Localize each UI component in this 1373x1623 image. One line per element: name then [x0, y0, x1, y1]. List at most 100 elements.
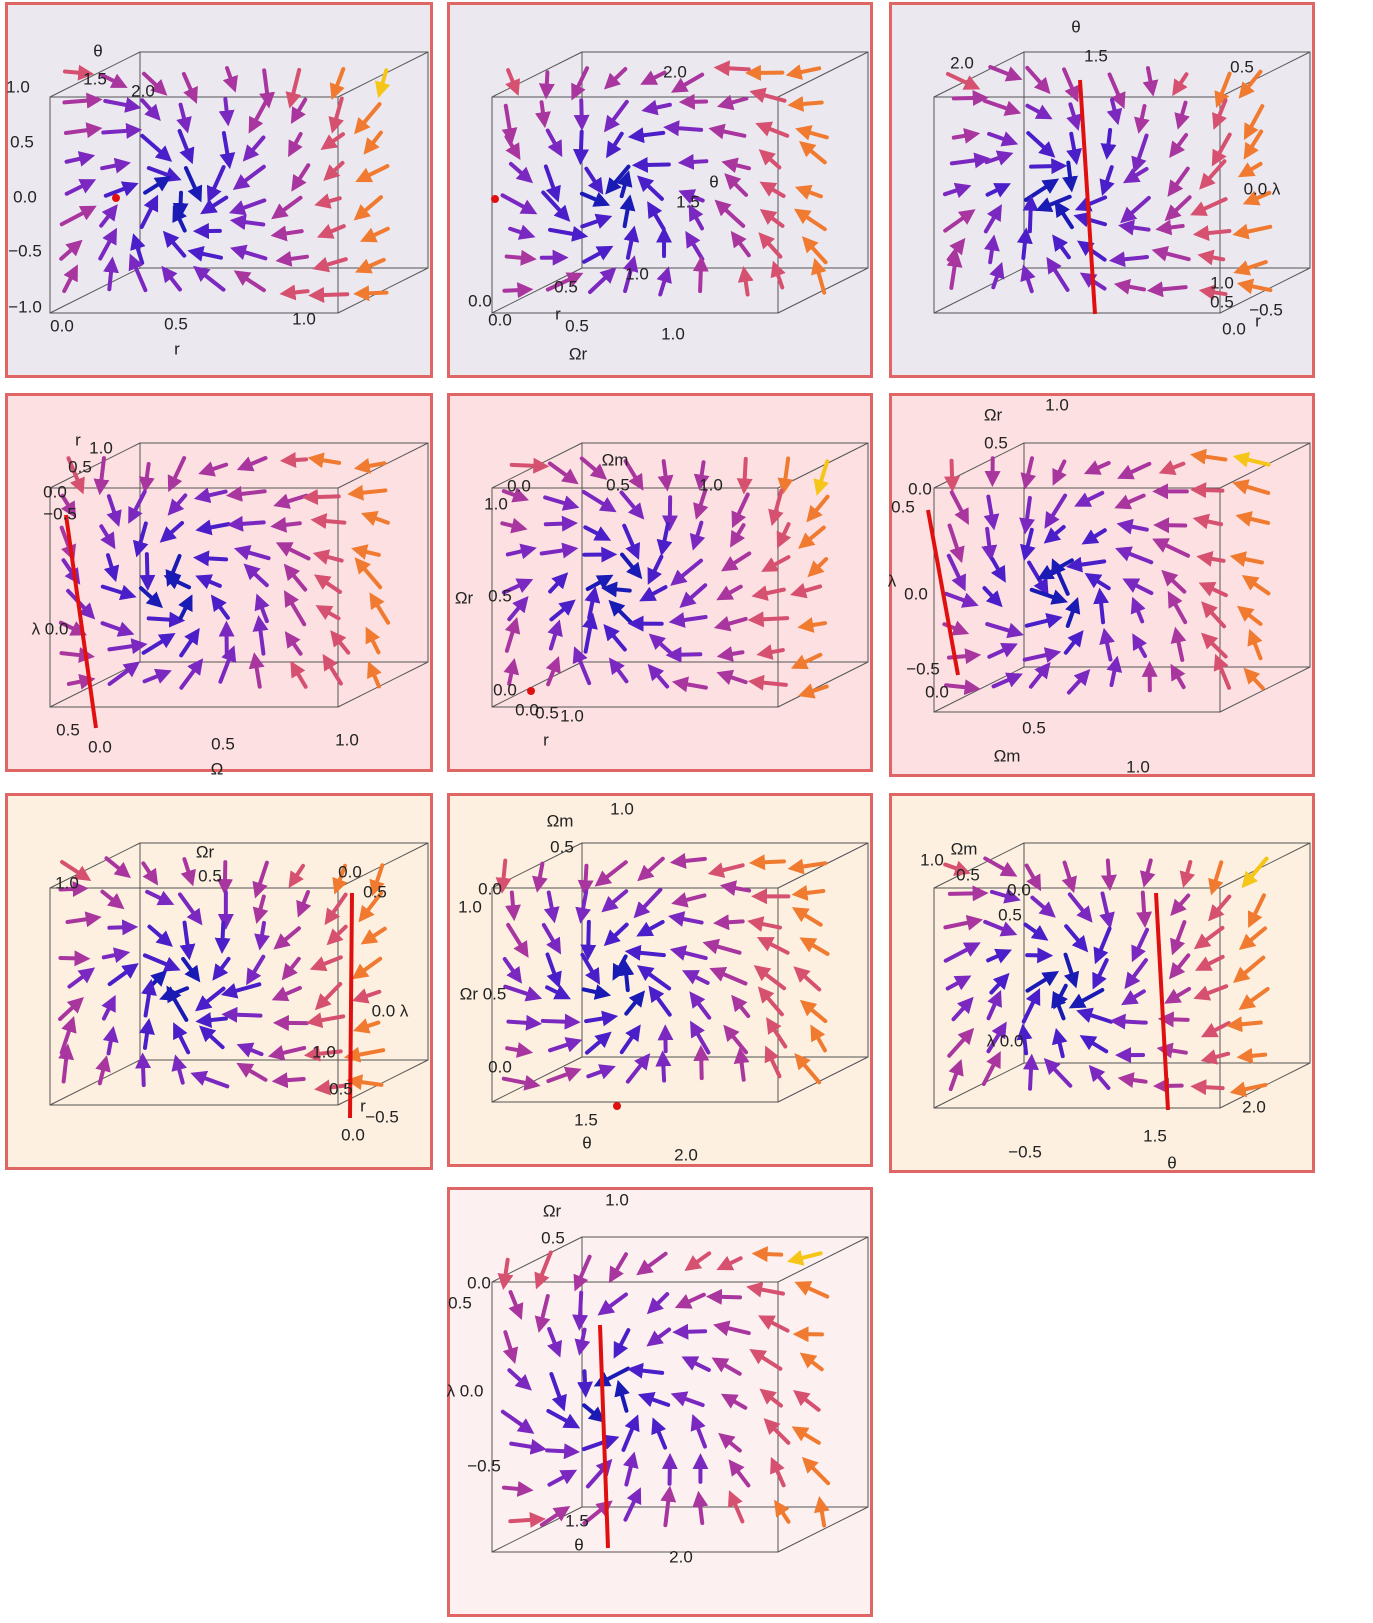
- axis-label: Ωr: [984, 405, 1003, 424]
- axis-label: 0.0: [467, 1273, 491, 1292]
- vector-arrow: [61, 653, 87, 656]
- axis-label: −0.5: [365, 1107, 399, 1126]
- axis-label: 0.5: [984, 433, 1008, 452]
- axis-label: θ: [709, 172, 718, 191]
- vector-arrow: [109, 927, 130, 928]
- axis-label: 0.0: [50, 316, 74, 335]
- axis-label: r: [1255, 311, 1261, 330]
- axis-label: 1.0: [312, 1042, 336, 1061]
- axis-label: 0.0: [488, 310, 512, 329]
- vector-arrow: [225, 99, 227, 118]
- axis-label: 0.0: [507, 476, 531, 495]
- vector-arrow: [278, 523, 300, 525]
- axis-label: 1.0: [89, 438, 113, 457]
- vector-arrow: [588, 922, 589, 953]
- vector-arrow: [701, 1053, 702, 1078]
- axis-label: 2.0: [669, 1547, 693, 1566]
- axis-label: 1.0: [699, 475, 723, 494]
- axis-label: 0.5: [56, 720, 80, 739]
- axis-label: 0.0: [478, 879, 502, 898]
- axis-label: 1.5: [676, 192, 700, 211]
- axis-label: 0.5: [535, 703, 559, 722]
- vector-arrow: [280, 1079, 304, 1081]
- axis-label: −0.5: [906, 659, 940, 678]
- vector-arrow: [1201, 231, 1230, 234]
- axis-label: 0.5: [1022, 718, 1046, 737]
- axis-label: 0.5: [488, 586, 512, 605]
- vector-arrow: [235, 522, 264, 524]
- axis-label: 1.0: [625, 264, 649, 283]
- vector-arrow: [542, 102, 544, 120]
- vector-arrow: [1031, 166, 1059, 167]
- vector-arrow: [546, 523, 570, 524]
- vector-arrow: [1198, 490, 1222, 491]
- vector-arrow: [60, 958, 82, 959]
- axis-label: −1.0: [8, 297, 42, 316]
- vector-arrow: [1108, 130, 1111, 152]
- vector-arrow: [222, 923, 223, 946]
- vector-arrow: [1126, 1079, 1146, 1082]
- vector-arrow: [680, 1331, 705, 1332]
- axis-label: 0.0: [43, 482, 67, 501]
- vector-arrow: [103, 130, 134, 132]
- axis-label: Ωm: [994, 746, 1021, 765]
- vector-arrow: [510, 1519, 538, 1521]
- vector-arrow: [700, 263, 701, 291]
- vector-arrow: [952, 461, 953, 485]
- vector-arrow: [143, 1060, 144, 1085]
- axis-label: 0.0: [88, 737, 112, 756]
- vector-arrow: [946, 685, 973, 688]
- vector-arrow: [203, 1019, 226, 1021]
- vector-arrow: [310, 496, 339, 497]
- axis-label: −0.5: [467, 1456, 501, 1475]
- vector-arrow: [109, 264, 111, 289]
- vector-arrow: [1068, 163, 1071, 185]
- vector-arrow: [546, 72, 547, 91]
- vector-arrow: [714, 1297, 740, 1298]
- vector-arrow: [585, 866, 586, 888]
- critical-point: [112, 194, 120, 202]
- axis-label: 0.0 λ: [1244, 179, 1281, 198]
- vector-arrow: [674, 654, 701, 655]
- panel-frame: [7, 395, 432, 771]
- axis-label: 0.5: [891, 497, 915, 516]
- vector-arrow: [671, 128, 701, 130]
- axis-label: 0.5: [606, 475, 630, 494]
- axis-label: 0.5: [1230, 57, 1254, 76]
- axis-label: Ωm: [602, 450, 629, 469]
- axis-label: 0.0: [468, 291, 492, 310]
- vector-arrow: [64, 100, 94, 102]
- axis-label: λ: [888, 571, 897, 590]
- axis-label: 0.5: [998, 905, 1022, 924]
- axis-label: −0.5: [1008, 1142, 1042, 1161]
- axis-label: 0.0: [925, 682, 949, 701]
- vector-arrow: [756, 618, 788, 620]
- vector-arrow: [721, 921, 743, 922]
- axis-label: 0.0: [904, 584, 928, 603]
- axis-label: 1.0: [1045, 395, 1069, 414]
- axis-label: −0.5: [43, 504, 77, 523]
- vector-arrow: [361, 293, 386, 294]
- vector-arrow: [543, 1021, 573, 1022]
- axis-label: 0.5: [448, 1293, 472, 1312]
- vector-arrow: [795, 102, 821, 104]
- vector-arrow: [1245, 1055, 1266, 1057]
- vector-arrow: [1100, 596, 1103, 623]
- axis-label: 0.5: [198, 866, 222, 885]
- vector-arrow: [201, 558, 226, 559]
- vector-arrow: [147, 554, 148, 583]
- vector-arrow: [1163, 226, 1182, 228]
- vector-arrow: [1155, 287, 1186, 290]
- axis-label: 0.0: [488, 1057, 512, 1076]
- axis-label: r: [174, 339, 180, 358]
- vector-arrow: [954, 98, 981, 99]
- axis-label: Ωr: [569, 344, 588, 363]
- axis-label: Ωm: [547, 811, 574, 830]
- axis-label: 0.5: [554, 277, 578, 296]
- critical-point: [613, 1102, 621, 1110]
- vector-arrow: [504, 1488, 526, 1490]
- axis-label: Ωr 0.5: [460, 984, 507, 1003]
